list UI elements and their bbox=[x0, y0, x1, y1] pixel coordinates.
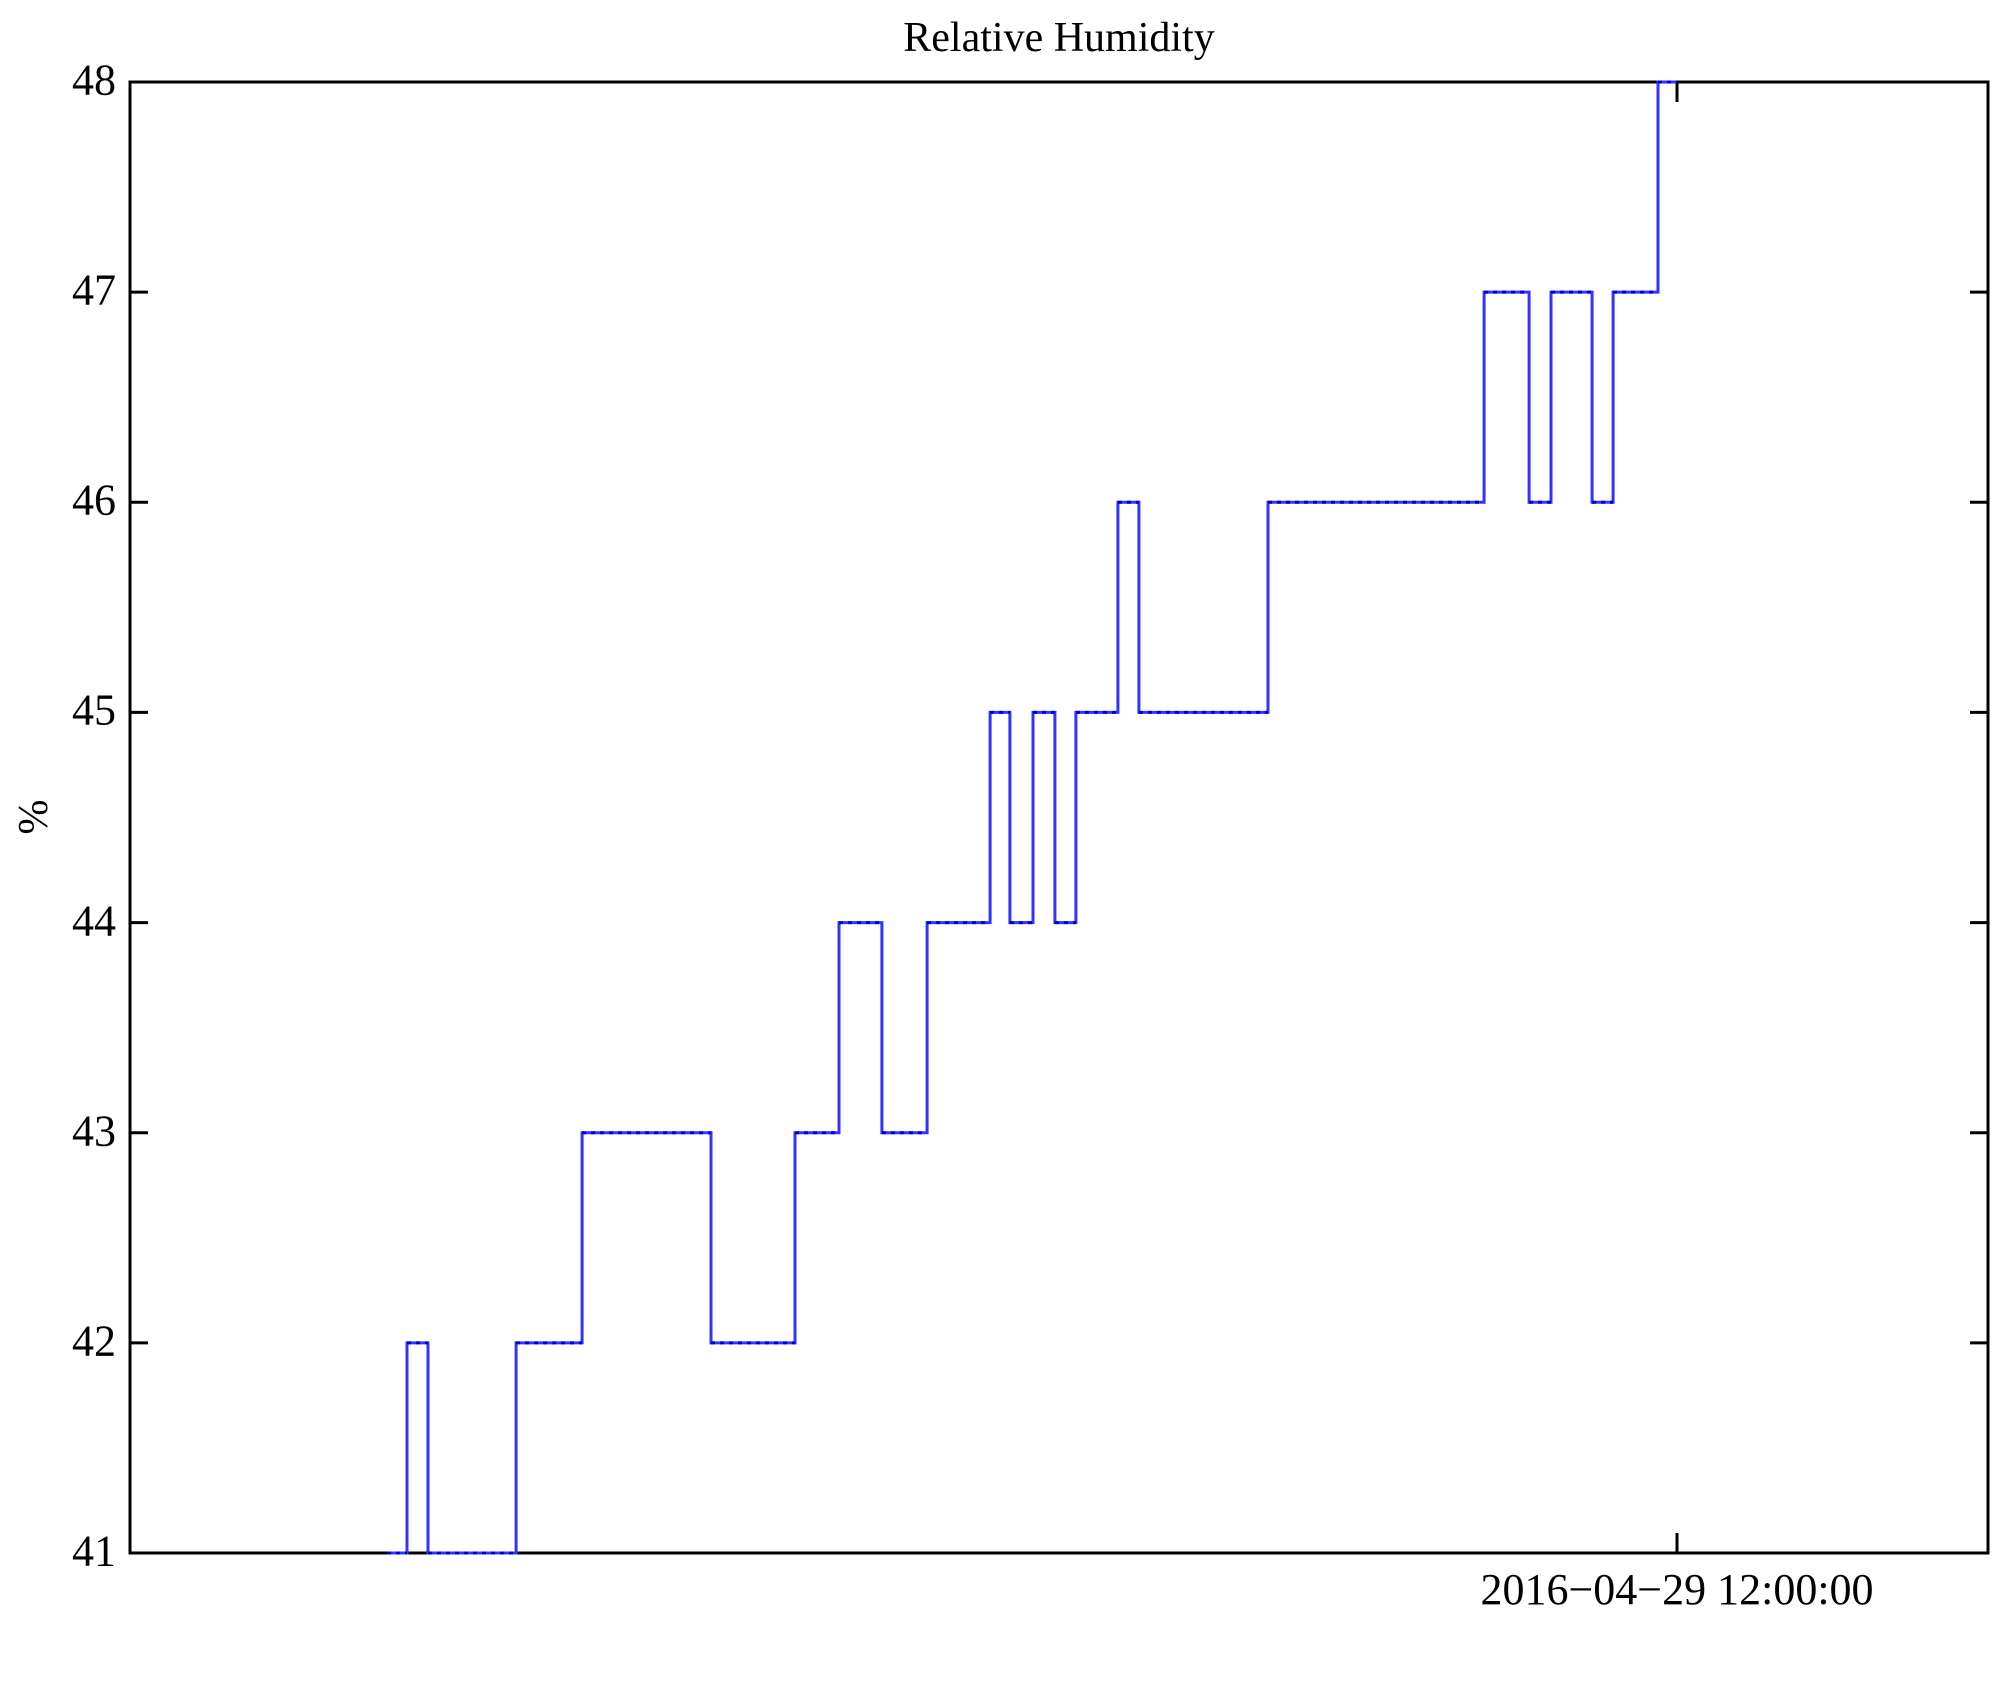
y-tick-label: 46 bbox=[72, 475, 116, 525]
y-tick-label: 45 bbox=[72, 685, 116, 735]
y-tick-label: 43 bbox=[72, 1106, 116, 1156]
x-tick-label: 2016−04−29 12:00:00 bbox=[1480, 1565, 1874, 1614]
y-axis-label: % bbox=[11, 799, 57, 835]
chart-title: Relative Humidity bbox=[903, 15, 1215, 61]
humidity-step-line bbox=[387, 80, 1677, 1555]
y-tick-label: 47 bbox=[72, 265, 116, 315]
y-tick-label: 44 bbox=[72, 896, 116, 946]
plot-border bbox=[128, 80, 1990, 1555]
y-tick-label: 42 bbox=[72, 1316, 116, 1366]
y-tick-label: 48 bbox=[72, 55, 116, 105]
y-tick-label: 41 bbox=[72, 1526, 116, 1576]
